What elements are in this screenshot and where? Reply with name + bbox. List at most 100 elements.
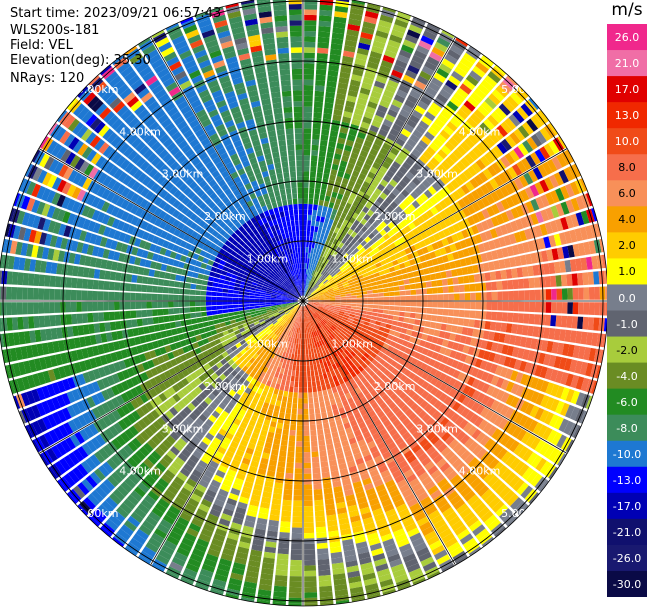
gate-cell — [427, 485, 439, 496]
gate-cell — [161, 544, 175, 556]
gate-cell — [295, 332, 298, 339]
gate-cell — [321, 367, 326, 374]
gate-cell — [313, 364, 318, 371]
gate-cell — [433, 232, 441, 242]
gate-cell — [587, 317, 595, 331]
gate-cell — [489, 412, 499, 424]
gate-cell — [466, 265, 474, 275]
gate-cell — [306, 285, 309, 291]
gate-cell — [242, 434, 251, 442]
gate-cell — [418, 551, 432, 562]
gate-cell — [316, 63, 327, 70]
gate-cell — [522, 349, 530, 361]
gate-cell — [274, 580, 288, 587]
gate-cell — [91, 407, 102, 419]
gate-cell — [240, 330, 247, 336]
gate-cell — [323, 200, 330, 207]
gate-cell — [331, 363, 337, 370]
gate-cell — [239, 384, 247, 392]
gate-cell — [361, 26, 375, 35]
gate-cell — [167, 485, 179, 496]
gate-cell — [270, 454, 278, 461]
gate-cell — [368, 410, 376, 418]
gate-cell — [349, 581, 363, 589]
gate-cell — [112, 488, 126, 501]
gate-cell — [509, 132, 521, 145]
gate-cell — [452, 164, 462, 175]
gate-cell — [37, 418, 48, 433]
gate-cell — [508, 475, 521, 488]
gate-cell — [303, 430, 310, 436]
gate-cell — [97, 344, 105, 355]
gate-cell — [164, 489, 176, 500]
gate-cell — [299, 311, 302, 317]
gate-cell — [165, 329, 173, 337]
gate-cell — [306, 305, 310, 310]
gate-cell — [201, 474, 212, 484]
gate-cell — [222, 508, 234, 517]
gate-cell — [257, 512, 269, 520]
gate-cell — [184, 444, 195, 454]
gate-cell — [334, 293, 341, 296]
gate-cell — [441, 446, 452, 457]
gate-cell — [377, 284, 383, 289]
gate-cell — [189, 473, 200, 483]
gate-cell — [422, 165, 433, 175]
gate-cell — [141, 361, 150, 371]
gate-cell — [330, 196, 336, 204]
gate-cell — [374, 80, 386, 89]
gate-cell — [326, 336, 332, 342]
gate-cell — [204, 326, 211, 333]
gate-cell — [306, 354, 309, 361]
gate-cell — [386, 357, 394, 365]
gate-cell — [324, 433, 332, 440]
gate-cell — [102, 444, 114, 457]
gate-cell — [149, 388, 158, 398]
gate-cell — [327, 286, 333, 290]
gate-cell — [198, 328, 206, 334]
gate-cell — [411, 251, 419, 258]
gate-cell — [129, 537, 144, 550]
gate-cell — [371, 341, 378, 348]
gate-cell — [305, 257, 308, 264]
gate-cell — [271, 305, 277, 308]
gate-cell — [363, 321, 370, 326]
gate-cell — [464, 153, 475, 165]
gate-cell — [269, 338, 275, 345]
gate-cell — [524, 302, 530, 312]
gate-cell — [310, 348, 314, 355]
gate-cell — [463, 318, 470, 327]
gate-cell — [352, 212, 359, 220]
gate-cell — [512, 312, 519, 323]
gate-cell — [292, 303, 299, 306]
gate-cell — [183, 567, 198, 578]
gate-cell — [317, 161, 325, 168]
gate-cell — [312, 283, 317, 289]
gate-cell — [363, 243, 370, 250]
gate-cell — [309, 408, 315, 415]
gate-cell — [352, 481, 363, 489]
gate-cell — [250, 311, 256, 315]
gate-cell — [417, 491, 429, 502]
gate-cell — [103, 478, 116, 492]
gate-cell — [506, 95, 519, 109]
gate-cell — [209, 325, 216, 331]
gate-cell — [340, 212, 347, 219]
gate-cell — [232, 482, 243, 491]
gate-cell — [291, 532, 302, 539]
gate-cell — [259, 507, 270, 515]
gate-cell — [399, 285, 405, 291]
gate-cell — [288, 440, 295, 447]
gate-cell — [346, 276, 353, 281]
gate-cell — [285, 323, 290, 329]
gate-cell — [266, 380, 272, 387]
gate-cell — [392, 281, 399, 287]
gate-cell — [321, 412, 328, 419]
gate-cell — [475, 292, 482, 301]
gate-cell — [324, 317, 330, 322]
gate-cell — [301, 306, 303, 312]
gate-cell — [292, 522, 302, 528]
gate-cell — [253, 373, 260, 381]
gate-cell — [312, 133, 320, 140]
gate-cell — [361, 310, 367, 315]
